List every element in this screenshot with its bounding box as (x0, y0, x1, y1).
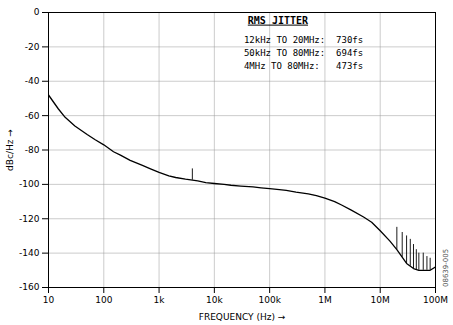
svg-text:-120: -120 (19, 214, 40, 224)
svg-text:-80: -80 (25, 145, 40, 155)
svg-text:dBc/Hz →: dBc/Hz → (5, 129, 15, 171)
svg-text:-20: -20 (25, 42, 40, 52)
svg-text:100M: 100M (423, 295, 448, 305)
svg-text:RMS JITTER: RMS JITTER (248, 15, 309, 26)
svg-text:10M: 10M (371, 295, 390, 305)
svg-text:1k: 1k (154, 295, 166, 305)
svg-text:0: 0 (34, 7, 40, 17)
svg-text:-140: -140 (19, 248, 40, 258)
svg-text:08639-005: 08639-005 (442, 249, 450, 287)
svg-text:-160: -160 (19, 282, 40, 292)
svg-text:100: 100 (95, 295, 112, 305)
svg-text:100k: 100k (258, 295, 281, 305)
svg-text:1M: 1M (318, 295, 332, 305)
svg-text:FREQUENCY (Hz) →: FREQUENCY (Hz) → (199, 312, 286, 322)
svg-text:12kHz TO 20MHz: 730fs50kHz TO: 12kHz TO 20MHz: 730fs50kHz TO 80MHz: 694… (244, 35, 363, 71)
svg-text:-60: -60 (25, 111, 40, 121)
svg-text:-100: -100 (19, 179, 40, 189)
svg-text:10: 10 (43, 295, 55, 305)
svg-text:-40: -40 (25, 76, 40, 86)
svg-text:10k: 10k (206, 295, 223, 305)
